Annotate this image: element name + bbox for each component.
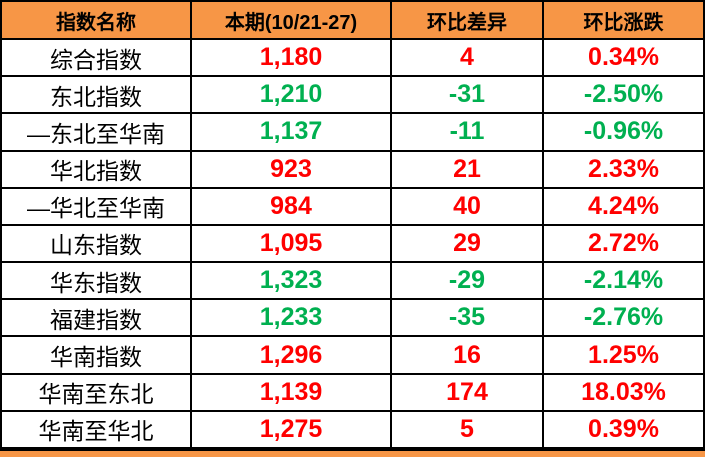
current-value-cell: 1,210 (192, 77, 392, 115)
diff-value-cell: 29 (392, 225, 544, 264)
diff-value-cell: 21 (392, 151, 544, 189)
pct-value-cell: -2.50% (544, 77, 705, 115)
diff-value-cell: 5 (392, 411, 544, 449)
diff-value-cell: 174 (392, 374, 544, 412)
current-value-cell: 1,095 (192, 225, 392, 264)
pct-value-cell: -2.14% (544, 263, 705, 301)
current-value-cell: 1,296 (192, 337, 392, 375)
current-value-cell: 1,275 (192, 411, 392, 449)
header-pct-change: 环比涨跌 (544, 2, 705, 40)
pct-value-cell: 1.25% (544, 337, 705, 375)
current-value-cell: 1,137 (192, 114, 392, 152)
current-value-cell: 1,233 (192, 300, 392, 338)
pct-value-cell: 0.34% (544, 40, 705, 78)
diff-value-cell: -31 (392, 77, 544, 115)
header-diff: 环比差异 (392, 2, 544, 40)
current-value-cell: 923 (192, 151, 392, 189)
index-name-cell: 山东指数 (2, 225, 192, 264)
current-value-cell: 1,139 (192, 374, 392, 412)
current-value-cell: 1,180 (192, 40, 392, 78)
bottom-orange-strip (0, 449, 705, 457)
pct-value-cell: 4.24% (544, 188, 705, 226)
header-current-period: 本期(10/21-27) (192, 2, 392, 40)
current-value-cell: 984 (192, 188, 392, 226)
index-name-cell: 华东指数 (2, 263, 192, 301)
pct-value-cell: 18.03% (544, 374, 705, 412)
index-name-cell: 福建指数 (2, 300, 192, 338)
pct-value-cell: 0.39% (544, 411, 705, 449)
index-name-cell: 东北指数 (2, 77, 192, 115)
header-index-name: 指数名称 (2, 2, 192, 40)
diff-value-cell: 4 (392, 40, 544, 78)
index-name-cell: —东北至华南 (2, 114, 192, 152)
index-name-cell: 华南至东北 (2, 374, 192, 412)
diff-value-cell: -11 (392, 114, 544, 152)
pct-value-cell: -0.96% (544, 114, 705, 152)
current-value-cell: 1,323 (192, 263, 392, 301)
diff-value-cell: -35 (392, 300, 544, 338)
pct-value-cell: 2.72% (544, 225, 705, 264)
pct-value-cell: -2.76% (544, 300, 705, 338)
index-name-cell: 华北指数 (2, 151, 192, 189)
index-name-cell: 华南至华北 (2, 411, 192, 449)
index-name-cell: 综合指数 (2, 40, 192, 78)
diff-value-cell: -29 (392, 263, 544, 301)
index-name-cell: 华南指数 (2, 337, 192, 375)
diff-value-cell: 16 (392, 337, 544, 375)
pct-value-cell: 2.33% (544, 151, 705, 189)
diff-value-cell: 40 (392, 188, 544, 226)
index-name-cell: —华北至华南 (2, 188, 192, 226)
